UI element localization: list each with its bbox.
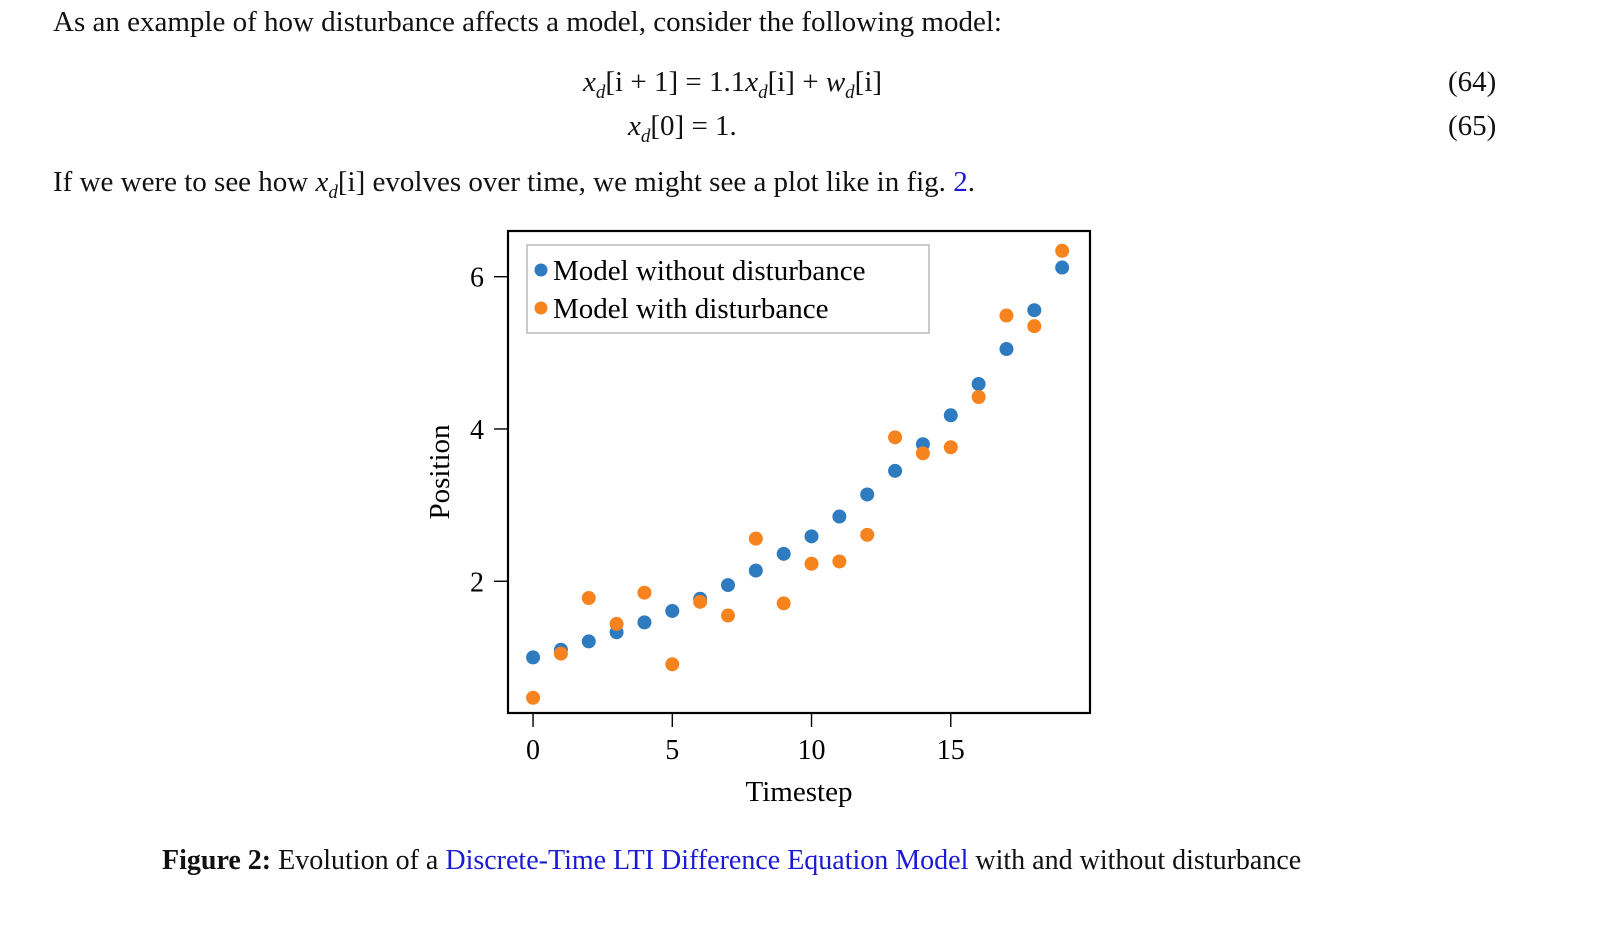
- y-axis-ticks: 2 4 6: [470, 263, 508, 598]
- caption-link[interactable]: Discrete-Time LTI Difference Equation Mo…: [445, 845, 969, 876]
- point-with-disturbance: [581, 591, 596, 606]
- x-tick-label: 10: [798, 735, 826, 766]
- point-without-disturbance: [665, 603, 680, 618]
- point-without-disturbance: [720, 578, 735, 593]
- equation-64: xd[i + 1] = 1.1xd[i] + wd[i]: [583, 66, 883, 103]
- point-without-disturbance: [776, 546, 791, 561]
- intro-paragraph: As an example of how disturbance affects…: [53, 6, 1002, 38]
- y-tick-label: 2: [470, 567, 484, 598]
- figure-reference-paragraph: If we were to see how xd[i] evolves over…: [53, 166, 975, 203]
- point-with-disturbance: [915, 446, 930, 461]
- point-without-disturbance: [748, 563, 763, 578]
- point-with-disturbance: [999, 308, 1014, 323]
- point-without-disturbance: [888, 463, 903, 478]
- point-with-disturbance: [860, 527, 875, 542]
- legend-box: [526, 244, 930, 334]
- y-tick-label: 4: [470, 415, 484, 446]
- caption-label: Figure 2:: [162, 845, 272, 876]
- x-axis-label: Timestep: [746, 776, 853, 808]
- point-with-disturbance: [1027, 319, 1042, 334]
- point-with-disturbance: [776, 596, 791, 611]
- figure-caption: Figure 2: Evolution of a Discrete-Time L…: [162, 845, 1302, 876]
- equation-number-65: (65): [1448, 110, 1497, 142]
- legend: Model without disturbance Model with dis…: [526, 244, 930, 334]
- point-with-disturbance: [665, 657, 680, 672]
- point-without-disturbance: [860, 487, 875, 502]
- legend-label-with-disturbance: Model with disturbance: [553, 293, 828, 325]
- point-with-disturbance: [609, 616, 624, 631]
- x-tick-label: 5: [665, 735, 679, 766]
- point-without-disturbance: [804, 529, 819, 544]
- point-with-disturbance: [748, 531, 763, 546]
- legend-label-without-disturbance: Model without disturbance: [553, 255, 866, 287]
- point-with-disturbance: [637, 585, 652, 600]
- point-without-disturbance: [999, 342, 1014, 357]
- point-with-disturbance: [693, 594, 708, 609]
- equation-65: xd[0] = 1.: [628, 110, 737, 147]
- plot-frame: [506, 229, 1092, 715]
- point-without-disturbance: [943, 408, 958, 423]
- point-with-disturbance: [553, 646, 568, 661]
- legend-marker-without-disturbance: [534, 263, 548, 277]
- point-without-disturbance: [971, 377, 986, 392]
- equation-number-64: (64): [1448, 66, 1497, 98]
- point-without-disturbance: [1055, 260, 1070, 275]
- figure-link[interactable]: 2: [953, 166, 968, 198]
- point-with-disturbance: [888, 430, 903, 445]
- point-with-disturbance: [720, 608, 735, 623]
- point-with-disturbance: [526, 690, 541, 705]
- y-tick-label: 6: [470, 263, 484, 294]
- point-without-disturbance: [637, 615, 652, 630]
- legend-marker-with-disturbance: [534, 301, 548, 315]
- y-axis-label: Position: [424, 424, 456, 520]
- point-with-disturbance: [1055, 243, 1070, 258]
- x-tick-label: 15: [937, 735, 965, 766]
- data-points: [526, 243, 1070, 705]
- point-without-disturbance: [1027, 303, 1042, 318]
- point-with-disturbance: [804, 556, 819, 571]
- point-with-disturbance: [971, 389, 986, 404]
- x-axis-ticks: 0 5 10 15: [526, 713, 965, 766]
- point-without-disturbance: [581, 634, 596, 649]
- point-with-disturbance: [943, 440, 958, 455]
- point-without-disturbance: [526, 650, 541, 665]
- point-without-disturbance: [832, 509, 847, 524]
- x-tick-label: 0: [526, 735, 540, 766]
- point-with-disturbance: [832, 554, 847, 569]
